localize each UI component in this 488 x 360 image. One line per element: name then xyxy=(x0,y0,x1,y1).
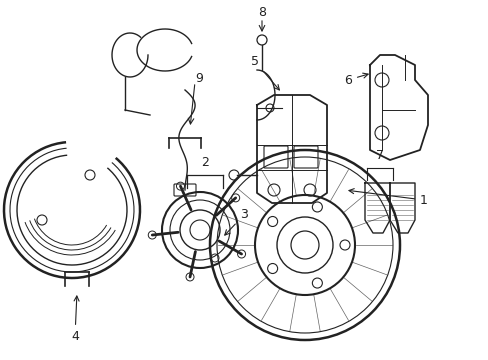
Text: 8: 8 xyxy=(258,5,265,18)
Text: 4: 4 xyxy=(71,296,79,343)
Text: 3: 3 xyxy=(224,208,247,235)
Text: 9: 9 xyxy=(195,72,203,85)
Text: 7: 7 xyxy=(375,149,383,162)
Text: 5: 5 xyxy=(250,55,279,90)
Text: 1: 1 xyxy=(348,189,427,207)
Text: 6: 6 xyxy=(344,73,367,86)
Text: 2: 2 xyxy=(201,156,208,169)
